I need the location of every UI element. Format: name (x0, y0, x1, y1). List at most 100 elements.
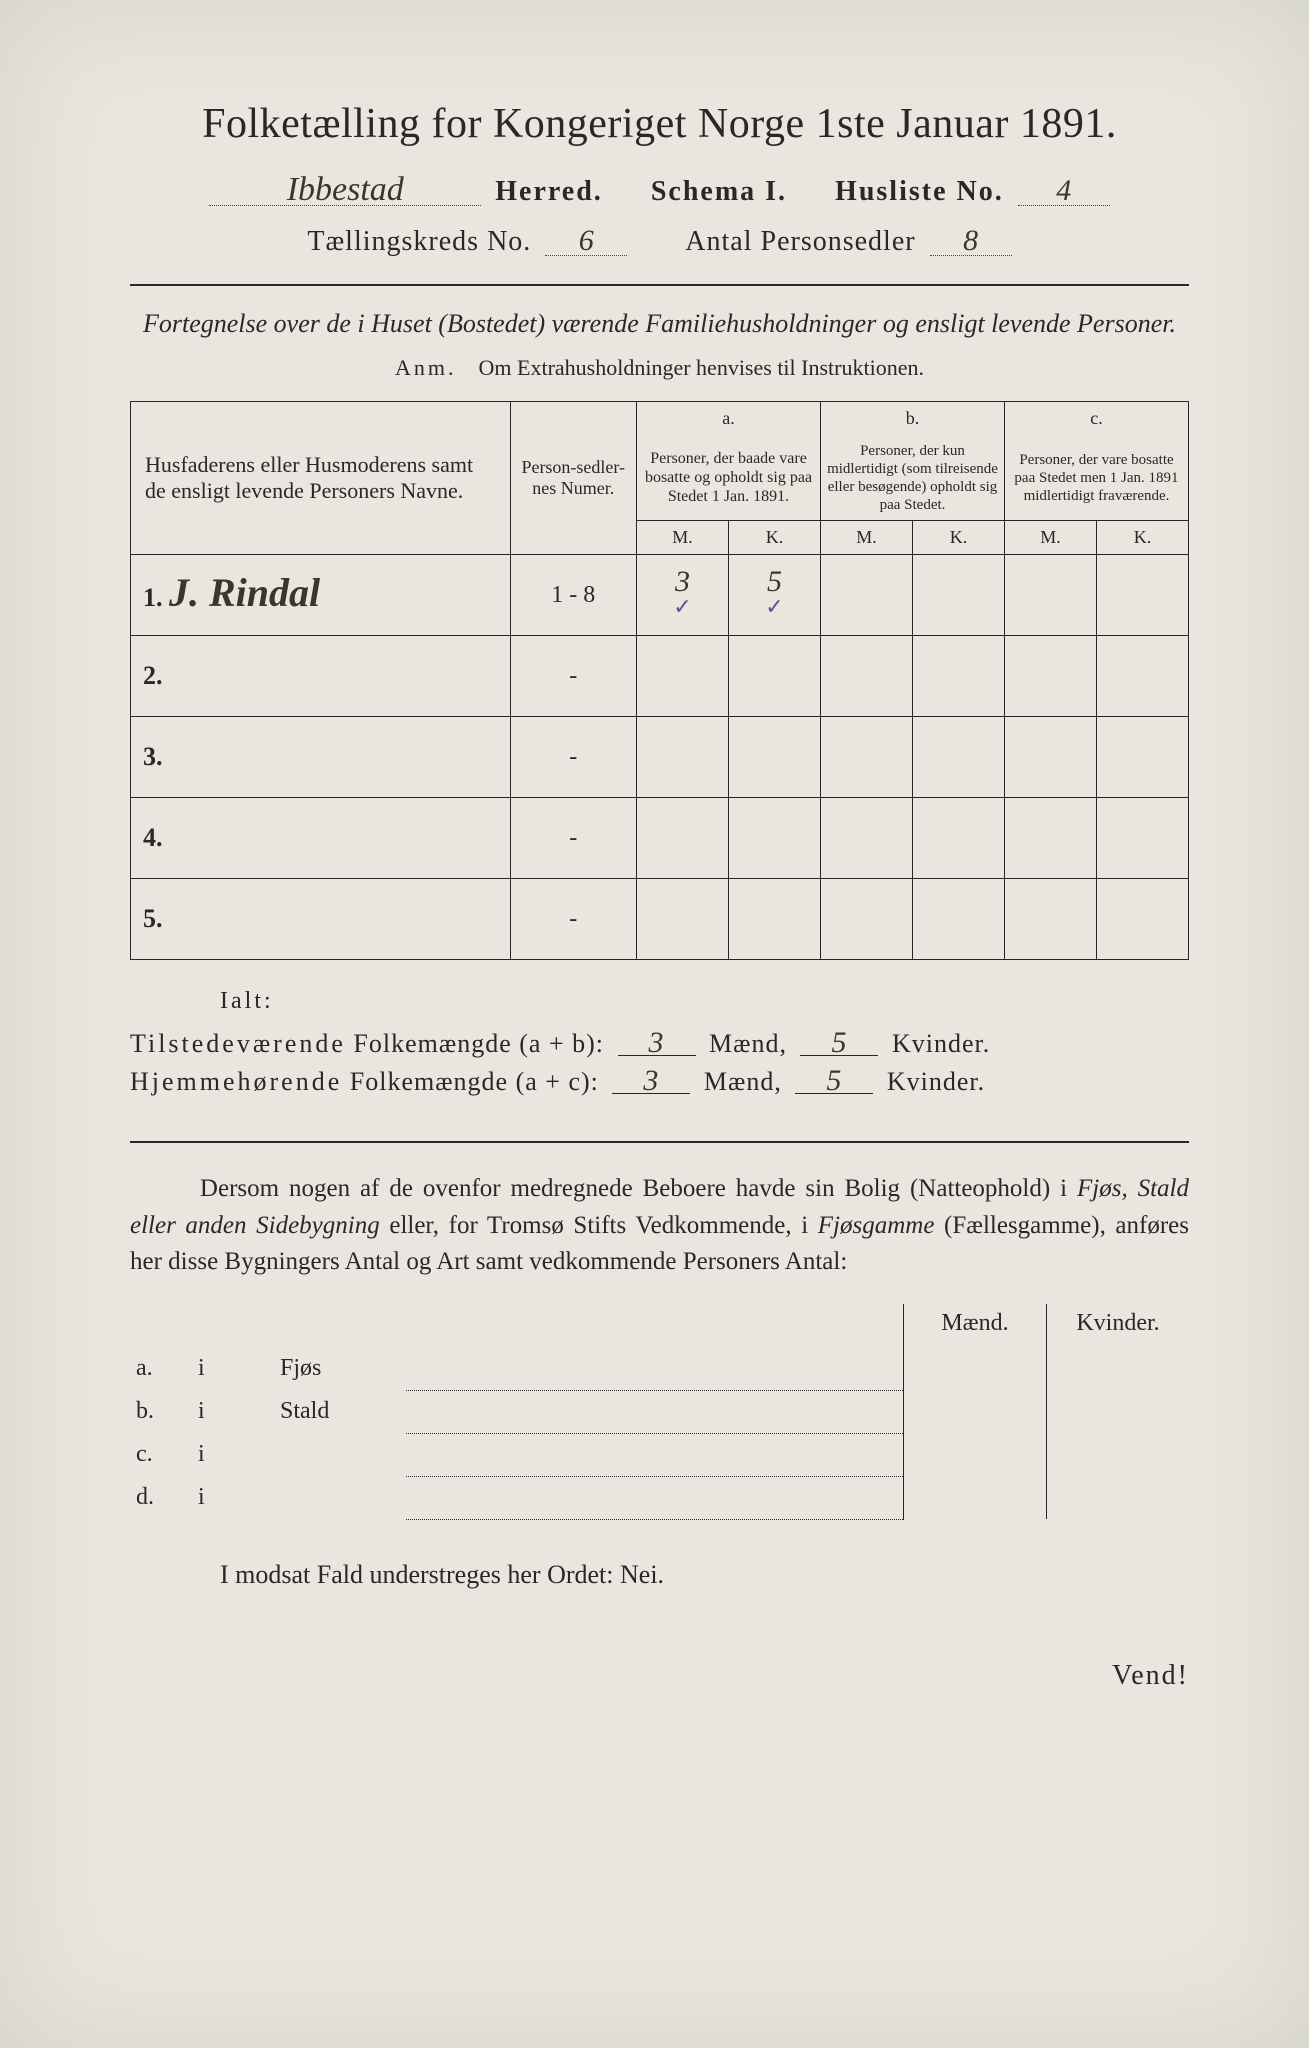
p1: Dersom nogen af de ovenfor medregnede Be… (200, 1175, 1077, 1202)
lower-row-type (274, 1433, 406, 1476)
row-value-cell (821, 798, 913, 879)
lower-row: b.iStald (130, 1390, 1189, 1433)
lower-row-dots (406, 1433, 904, 1476)
census-form-page: Folketælling for Kongeriget Norge 1ste J… (0, 0, 1309, 2048)
row-value-cell (913, 717, 1005, 798)
row-value-cell (729, 717, 821, 798)
sum-line-ac: Hjemmehørende Folkemængde (a + c): 3 Mæn… (130, 1067, 1189, 1097)
lower-row-type: Fjøs (274, 1347, 406, 1390)
table-row: 2. - (131, 636, 1189, 717)
table-row: 1. J. Rindal1 - 83✓5✓ (131, 555, 1189, 636)
row-index: 1. (143, 583, 169, 612)
maend-label: Mænd, (709, 1029, 787, 1058)
sum-ab-a: Tilstedeværende (130, 1029, 346, 1058)
lower-row-label: b. (130, 1390, 192, 1433)
col-names: Husfaderens eller Husmoderens samt de en… (131, 402, 511, 555)
group-a-label: a. (637, 402, 821, 436)
row-nums: - (510, 879, 637, 960)
p3: eller, for Tromsø Stifts Vedkommende, i (389, 1212, 817, 1239)
sum-ab-k: 5 (800, 1031, 878, 1056)
row-value-cell (637, 798, 729, 879)
lower-row-i: i (192, 1476, 274, 1519)
b-k: K. (913, 520, 1005, 555)
anm-text: Om Extrahusholdninger henvises til Instr… (479, 355, 924, 380)
c-m: M. (1005, 520, 1097, 555)
ialt-label: Ialt: (130, 988, 1189, 1015)
page-title: Folketælling for Kongeriget Norge 1ste J… (130, 100, 1189, 148)
lower-row-dots (406, 1347, 904, 1390)
row-name: J. Rindal (169, 570, 320, 615)
row-value-cell (729, 636, 821, 717)
lower-row-type: Stald (274, 1390, 406, 1433)
dwelling-paragraph: Dersom nogen af de ovenfor medregnede Be… (130, 1171, 1189, 1280)
row-index: 4. (143, 823, 163, 852)
row-value-cell (1097, 717, 1189, 798)
row-value-cell (1005, 555, 1097, 636)
lower-row-maend (904, 1476, 1047, 1519)
row-value-cell (1097, 555, 1189, 636)
row-index: 2. (143, 661, 163, 690)
anm-line: Anm. Om Extrahusholdninger henvises til … (130, 355, 1189, 381)
lower-row-label: a. (130, 1347, 192, 1390)
table-row: 5. - (131, 879, 1189, 960)
row-value-cell (913, 798, 1005, 879)
row-value-cell (637, 717, 729, 798)
sum-ab-m: 3 (618, 1031, 696, 1056)
kreds-value: 6 (545, 229, 627, 256)
row-index: 3. (143, 742, 163, 771)
lower-row-label: c. (130, 1433, 192, 1476)
row-value-cell (913, 555, 1005, 636)
antal-label: Antal Personsedler (685, 226, 915, 258)
sum-ac-k: 5 (795, 1069, 873, 1094)
lower-row-i: i (192, 1347, 274, 1390)
footer-line: I modsat Fald understreges her Ordet: Ne… (130, 1560, 1189, 1590)
row-nums: - (510, 636, 637, 717)
lower-row-maend (904, 1433, 1047, 1476)
row-value-cell (1005, 636, 1097, 717)
col-names-text: Husfaderens eller Husmoderens samt de en… (145, 452, 473, 503)
row-nums: - (510, 717, 637, 798)
husliste-label: Husliste No. (835, 176, 1004, 208)
kreds-label: Tællingskreds No. (307, 226, 531, 258)
row-value-cell (1005, 798, 1097, 879)
row-nums: - (510, 798, 637, 879)
row-index: 5. (143, 904, 163, 933)
row-nums: 1 - 8 (510, 555, 637, 636)
schema-label: Schema I. (651, 176, 787, 208)
lower-row: a.iFjøs (130, 1347, 1189, 1390)
anm-label: Anm. (395, 355, 457, 380)
a-k: K. (729, 520, 821, 555)
table-row: 3. - (131, 717, 1189, 798)
sum-ab-b: Folkemængde (a + b): (353, 1029, 604, 1058)
group-b-label: b. (821, 402, 1005, 436)
lower-row-i: i (192, 1433, 274, 1476)
a-m: M. (637, 520, 729, 555)
sum-ac-a: Hjemmehørende (130, 1067, 342, 1096)
row-value-cell (729, 798, 821, 879)
lower-row-maend (904, 1390, 1047, 1433)
table-row: 4. - (131, 798, 1189, 879)
herred-label: Herred. (495, 176, 603, 208)
lower-row-type (274, 1476, 406, 1519)
maend-label-2: Mænd, (704, 1067, 782, 1096)
row-name-cell: 3. (131, 717, 511, 798)
dwelling-table: Mænd. Kvinder. a.iFjøsb.iStaldc.id.i (130, 1304, 1189, 1520)
kvinder-label: Kvinder. (892, 1029, 990, 1058)
row-value-cell (1097, 636, 1189, 717)
row-value-cell: 5✓ (729, 555, 821, 636)
lower-row-kvinder (1047, 1476, 1190, 1519)
group-a-text: Personer, der baade vare bosatte og opho… (637, 436, 821, 521)
lower-kvinder: Kvinder. (1047, 1304, 1190, 1347)
row-name-cell: 5. (131, 879, 511, 960)
vend-label: Vend! (130, 1660, 1189, 1692)
herred-value: Ibbestad (209, 176, 481, 206)
kvinder-label-2: Kvinder. (887, 1067, 985, 1096)
lower-row-dots (406, 1390, 904, 1433)
c-k: K. (1097, 520, 1189, 555)
check-mark-icon: ✓ (638, 594, 727, 620)
header-line-2: Tællingskreds No. 6 Antal Personsedler 8 (130, 226, 1189, 258)
group-c-text: Personer, der vare bosatte paa Stedet me… (1005, 436, 1189, 521)
row-value-cell (1005, 879, 1097, 960)
row-name-cell: 1. J. Rindal (131, 555, 511, 636)
row-value-cell (1005, 717, 1097, 798)
